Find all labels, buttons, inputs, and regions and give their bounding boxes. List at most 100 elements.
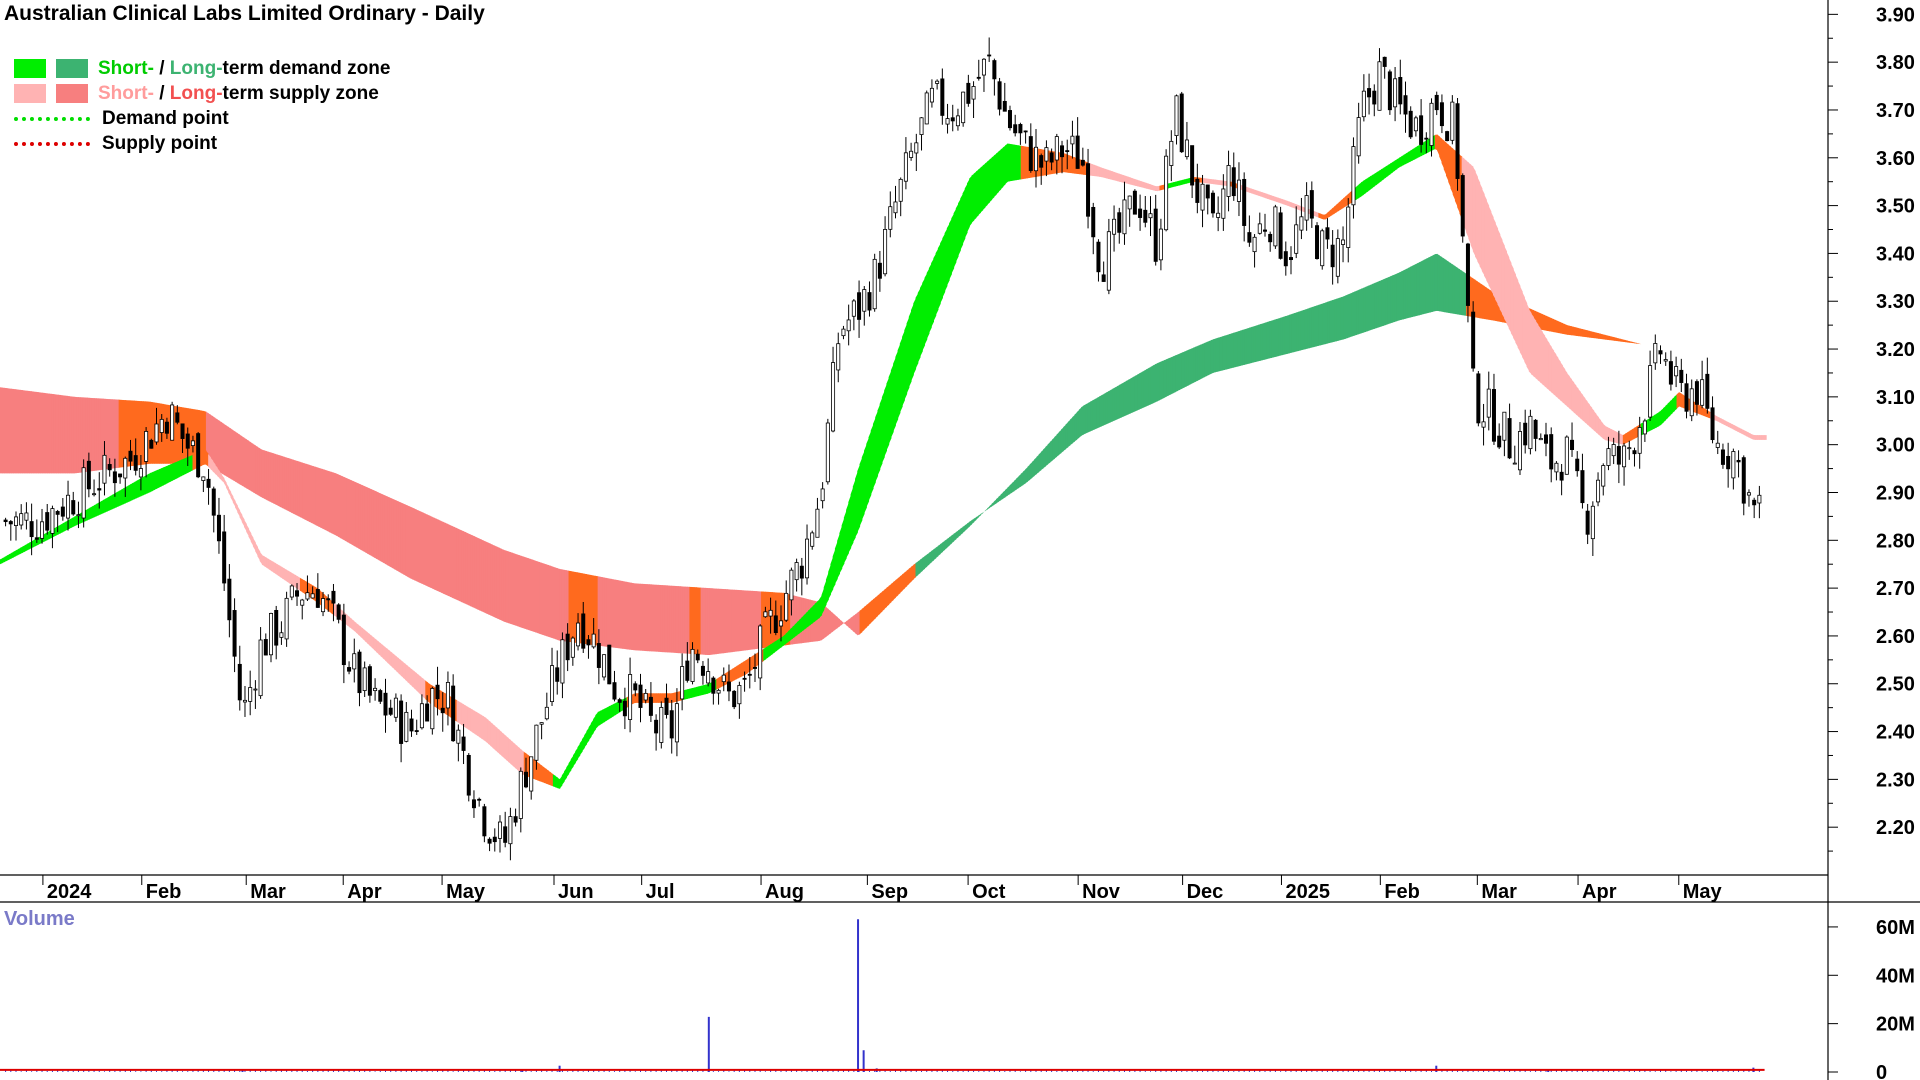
zone-strip [1327, 301, 1331, 344]
zone-strip [1748, 362, 1752, 363]
candle-body [1564, 436, 1569, 475]
zone-strip [355, 482, 359, 549]
zone-strip [1175, 354, 1178, 393]
zone-strip [1392, 274, 1396, 323]
zone-strip [1625, 340, 1628, 343]
candle-body [888, 206, 893, 230]
zone-strip [123, 399, 126, 468]
candle-body [357, 651, 362, 694]
zone-strip [660, 585, 664, 653]
zone-strip [282, 456, 285, 510]
candle-body [295, 590, 300, 597]
zone-strip [1139, 180, 1143, 188]
zone-strip [1569, 376, 1572, 411]
zone-strip [409, 667, 413, 687]
candle-body [279, 632, 284, 638]
zone-strip [1186, 349, 1190, 387]
zone-strip [1186, 178, 1190, 184]
zone-strip [1069, 417, 1073, 446]
zone-strip [109, 399, 113, 469]
zone-strip [492, 723, 496, 750]
zone-strip [1072, 156, 1076, 174]
zone-strip [1217, 179, 1221, 186]
candle-body [185, 433, 190, 449]
zone-strip [1752, 363, 1756, 364]
candle-body [34, 537, 39, 540]
zone-strip [906, 568, 910, 587]
zone-strip [1083, 404, 1087, 435]
zone-strip [322, 469, 326, 530]
zone-strip [1750, 362, 1754, 364]
zone-strip [1488, 289, 1492, 321]
zone-strip [38, 392, 41, 474]
zone-strip [702, 684, 706, 695]
zone-strip [434, 517, 438, 591]
zone-strip [1078, 407, 1082, 438]
zone-strip [899, 574, 903, 594]
zone-strip [255, 445, 259, 496]
zone-strip [1369, 284, 1373, 331]
zone-strip [1763, 435, 1767, 440]
candle-body [560, 639, 565, 684]
zone-strip [423, 512, 426, 586]
zone-strip [485, 717, 489, 744]
zone-strip [828, 609, 832, 635]
zone-strip [111, 493, 115, 510]
zone-strip [1616, 431, 1619, 444]
zone-strip [543, 767, 547, 784]
candle-body [383, 692, 388, 716]
zone-strip [286, 569, 290, 584]
candle-body [164, 421, 169, 434]
zone-strip [1107, 169, 1111, 180]
zone-strip [1553, 319, 1557, 333]
zone-strip [884, 383, 887, 458]
zone-strip [96, 398, 100, 471]
zone-strip [149, 472, 153, 493]
zone-strip [1249, 187, 1252, 194]
candle-body [1372, 90, 1377, 105]
demand-point-swatch [14, 116, 90, 121]
zone-strip [1660, 408, 1664, 425]
candle-body [877, 262, 882, 279]
zone-strip [604, 577, 608, 647]
zone-strip [615, 701, 619, 715]
zone-strip [237, 433, 241, 485]
zone-strip [1208, 178, 1212, 184]
zone-strip [1179, 352, 1183, 390]
zone-strip [702, 587, 706, 655]
zone-strip [696, 686, 699, 697]
candle-body [1091, 206, 1096, 238]
zone-strip [1114, 386, 1118, 421]
zone-strip [91, 505, 95, 519]
zone-strip [911, 564, 914, 582]
candle-body [1018, 124, 1023, 134]
zone-strip [564, 569, 567, 642]
zone-strip [1566, 325, 1570, 335]
zone-strip [1555, 320, 1559, 333]
zone-strip [613, 579, 617, 648]
zone-strip [1172, 181, 1176, 188]
candle-body [1086, 163, 1091, 217]
zone-strip [17, 389, 21, 474]
zone-strip [1441, 256, 1445, 313]
candle-body [1143, 209, 1148, 223]
candle-body [487, 838, 492, 844]
zone-strip [727, 589, 731, 653]
zone-strip [846, 619, 849, 628]
candle-body [378, 690, 383, 702]
zone-strip [255, 542, 259, 557]
zone-strip [1678, 392, 1682, 408]
zone-strip [443, 521, 447, 595]
zone-strip [51, 393, 55, 474]
zone-strip [843, 509, 847, 564]
zone-strip [1103, 168, 1107, 179]
zone-strip [884, 587, 887, 610]
zone-strip [373, 637, 377, 652]
candle-body [40, 521, 45, 539]
zone-strip [1551, 318, 1555, 333]
zone-strip [763, 647, 767, 661]
zone-strip [183, 407, 187, 464]
zone-strip [897, 343, 901, 420]
candle-body [1476, 373, 1481, 424]
zone-strip [505, 550, 509, 624]
